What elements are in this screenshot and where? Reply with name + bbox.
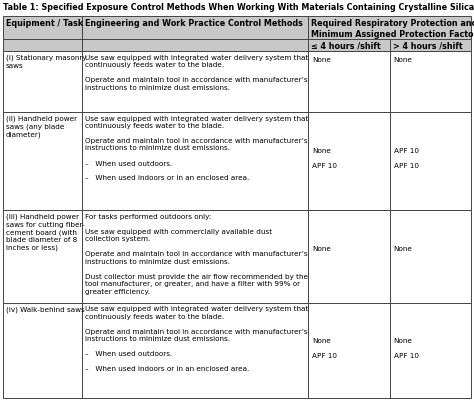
Text: Use saw equipped with integrated water delivery system that
continuously feeds w: Use saw equipped with integrated water d…	[85, 55, 308, 91]
Bar	[3, 112, 82, 210]
Bar	[3, 17, 82, 40]
Text: Equipment / Task: Equipment / Task	[6, 19, 83, 28]
Text: > 4 hours /shift: > 4 hours /shift	[392, 41, 462, 51]
Text: None: None	[312, 246, 331, 252]
Bar	[82, 210, 308, 303]
Text: None

APF 10: None APF 10	[393, 337, 419, 358]
Bar	[3, 52, 82, 112]
Text: None: None	[312, 57, 331, 63]
Bar	[390, 40, 471, 52]
Text: None: None	[393, 246, 412, 252]
Text: None

APF 10: None APF 10	[312, 148, 337, 169]
Bar	[390, 112, 471, 210]
Text: Use saw equipped with integrated water delivery system that
continuously feeds w: Use saw equipped with integrated water d…	[85, 306, 308, 372]
Text: APF 10

APF 10: APF 10 APF 10	[393, 148, 419, 169]
Text: For tasks performed outdoors only:

Use saw equipped with commercially available: For tasks performed outdoors only: Use s…	[85, 213, 308, 294]
Bar	[390, 303, 471, 398]
Text: (i) Stationary masonry
saws: (i) Stationary masonry saws	[6, 55, 87, 69]
Text: Required Respiratory Protection and
Minimum Assigned Protection Factor (APF): Required Respiratory Protection and Mini…	[311, 19, 474, 39]
Text: Table 1: Specified Exposure Control Methods When Working With Materials Containi: Table 1: Specified Exposure Control Meth…	[3, 3, 474, 12]
Bar	[308, 112, 390, 210]
Bar	[3, 40, 82, 52]
Text: ≤ 4 hours /shift: ≤ 4 hours /shift	[311, 41, 381, 51]
Bar	[82, 40, 308, 52]
Bar	[390, 52, 471, 112]
Bar	[82, 52, 308, 112]
Bar	[82, 303, 308, 398]
Text: None: None	[393, 57, 412, 63]
Bar	[308, 52, 390, 112]
Text: Engineering and Work Practice Control Methods: Engineering and Work Practice Control Me…	[85, 19, 302, 28]
Bar	[82, 112, 308, 210]
Bar	[3, 210, 82, 303]
Bar	[390, 210, 471, 303]
Bar	[82, 17, 308, 40]
Bar	[308, 17, 471, 40]
Text: (iii) Handheld power
saws for cutting fiber-
cement board (with
blade diameter o: (iii) Handheld power saws for cutting fi…	[6, 213, 85, 251]
Bar	[3, 303, 82, 398]
Text: Use saw equipped with integrated water delivery system that
continuously feeds w: Use saw equipped with integrated water d…	[85, 115, 308, 181]
Bar	[308, 40, 390, 52]
Bar	[308, 303, 390, 398]
Text: (iv) Walk-behind saws: (iv) Walk-behind saws	[6, 306, 85, 312]
Text: (ii) Handheld power
saws (any blade
diameter): (ii) Handheld power saws (any blade diam…	[6, 115, 77, 138]
Text: None

APF 10: None APF 10	[312, 337, 337, 358]
Bar	[308, 210, 390, 303]
